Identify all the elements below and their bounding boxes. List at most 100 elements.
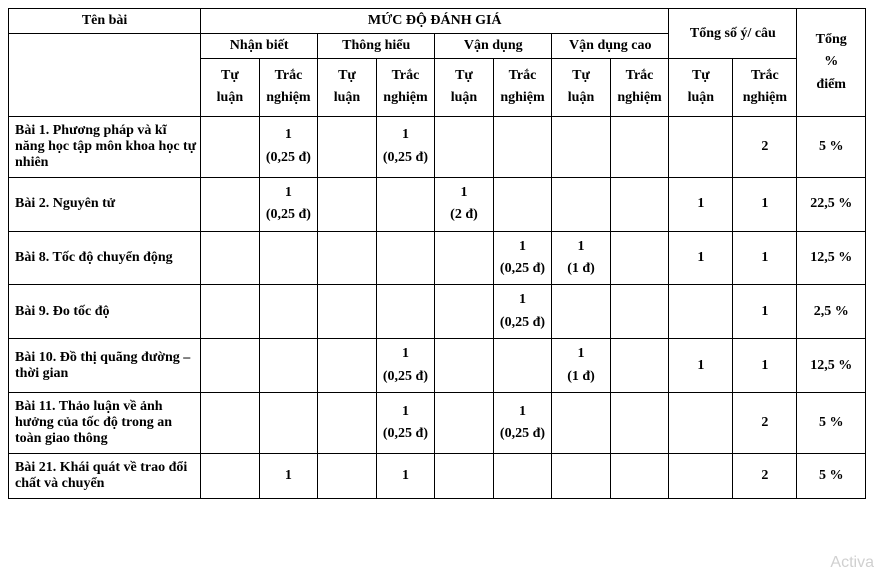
cell: 1 (259, 453, 318, 498)
cell (201, 116, 260, 177)
header-tn-3: Trắcnghiệm (493, 59, 552, 117)
cell (669, 116, 733, 177)
cell: 1(0,25 đ) (259, 116, 318, 177)
cell (318, 116, 377, 177)
cell (259, 231, 318, 285)
header-l2: Thông hiểu (318, 34, 435, 59)
lesson-name: Bài 21. Khái quát về trao đổi chất và ch… (9, 453, 201, 498)
cell: 1 (376, 453, 435, 498)
header-row-1: Tên bài MỨC ĐỘ ĐÁNH GIÁ Tổng số ý/ câu T… (9, 9, 866, 34)
header-level: MỨC ĐỘ ĐÁNH GIÁ (201, 9, 669, 34)
cell (610, 392, 669, 453)
cell (435, 339, 494, 393)
cell (318, 231, 377, 285)
cell (610, 231, 669, 285)
cell: 1(2 đ) (435, 177, 494, 231)
cell (493, 453, 552, 498)
lesson-name: Bài 11. Thảo luận về ảnh hưởng của tốc đ… (9, 392, 201, 453)
header-pct-1: Tổng (801, 29, 861, 51)
cell (493, 177, 552, 231)
cell (318, 339, 377, 393)
cell: 1(0,25 đ) (376, 116, 435, 177)
lesson-name: Bài 2. Nguyên tử (9, 177, 201, 231)
table-row: Bài 11. Thảo luận về ảnh hưởng của tốc đ… (9, 392, 866, 453)
lesson-name: Bài 9. Đo tốc độ (9, 285, 201, 339)
cell (435, 285, 494, 339)
cell (435, 116, 494, 177)
header-tn-4: Trắcnghiệm (610, 59, 669, 117)
cell (435, 231, 494, 285)
cell: 1(0,25 đ) (259, 177, 318, 231)
cell (610, 339, 669, 393)
assessment-table: Tên bài MỨC ĐỘ ĐÁNH GIÁ Tổng số ý/ câu T… (8, 8, 866, 499)
cell (376, 177, 435, 231)
watermark: Activa (830, 554, 874, 572)
cell (376, 231, 435, 285)
cell: 2 (733, 392, 797, 453)
cell (610, 177, 669, 231)
header-tl-t: Tựluận (669, 59, 733, 117)
cell: 1(1 đ) (552, 231, 611, 285)
cell (318, 453, 377, 498)
cell (201, 285, 260, 339)
cell (493, 339, 552, 393)
cell (610, 453, 669, 498)
table-row: Bài 9. Đo tốc độ 1(0,25 đ) 1 2,5 % (9, 285, 866, 339)
cell (610, 285, 669, 339)
cell (610, 116, 669, 177)
lesson-name: Bài 10. Đồ thị quãng đường – thời gian (9, 339, 201, 393)
table-row: Bài 21. Khái quát về trao đổi chất và ch… (9, 453, 866, 498)
table-row: Bài 10. Đồ thị quãng đường – thời gian 1… (9, 339, 866, 393)
cell (201, 453, 260, 498)
header-pct-2: % (801, 51, 861, 73)
cell (493, 116, 552, 177)
cell-pct: 12,5 % (797, 339, 866, 393)
header-l4: Vận dụng cao (552, 34, 669, 59)
header-tn-t: Trắcnghiệm (733, 59, 797, 117)
cell-pct: 5 % (797, 453, 866, 498)
cell: 1 (733, 285, 797, 339)
header-lesson: Tên bài (9, 9, 201, 34)
lesson-name: Bài 8. Tốc độ chuyển động (9, 231, 201, 285)
cell-pct: 5 % (797, 116, 866, 177)
cell (552, 392, 611, 453)
header-tl-4: Tựluận (552, 59, 611, 117)
cell (318, 392, 377, 453)
header-l3: Vận dụng (435, 34, 552, 59)
cell (201, 231, 260, 285)
cell: 1(1 đ) (552, 339, 611, 393)
cell-pct: 5 % (797, 392, 866, 453)
cell (259, 339, 318, 393)
cell: 1 (669, 231, 733, 285)
cell: 1(0,25 đ) (493, 285, 552, 339)
cell (259, 285, 318, 339)
cell: 2 (733, 116, 797, 177)
header-tl-1: Tựluận (201, 59, 260, 117)
cell (669, 285, 733, 339)
header-tn-2: Trắcnghiệm (376, 59, 435, 117)
cell (259, 392, 318, 453)
cell: 1(0,25 đ) (493, 231, 552, 285)
cell (552, 116, 611, 177)
cell: 1 (669, 339, 733, 393)
cell (669, 453, 733, 498)
cell-pct: 2,5 % (797, 285, 866, 339)
header-pct-3: điểm (801, 74, 861, 96)
table-row: Bài 2. Nguyên tử 1(0,25 đ) 1(2 đ) 1 1 22… (9, 177, 866, 231)
cell (318, 177, 377, 231)
cell-pct: 22,5 % (797, 177, 866, 231)
cell (318, 285, 377, 339)
header-tl-3: Tựluận (435, 59, 494, 117)
cell (669, 392, 733, 453)
cell: 1 (733, 231, 797, 285)
cell (552, 285, 611, 339)
header-lesson-blank (9, 34, 201, 117)
cell (201, 177, 260, 231)
cell (552, 453, 611, 498)
cell: 1(0,25 đ) (376, 392, 435, 453)
header-tl-2: Tựluận (318, 59, 377, 117)
lesson-name: Bài 1. Phương pháp và kĩ năng học tập mô… (9, 116, 201, 177)
header-tn-1: Trắcnghiệm (259, 59, 318, 117)
table-row: Bài 1. Phương pháp và kĩ năng học tập mô… (9, 116, 866, 177)
cell (201, 392, 260, 453)
